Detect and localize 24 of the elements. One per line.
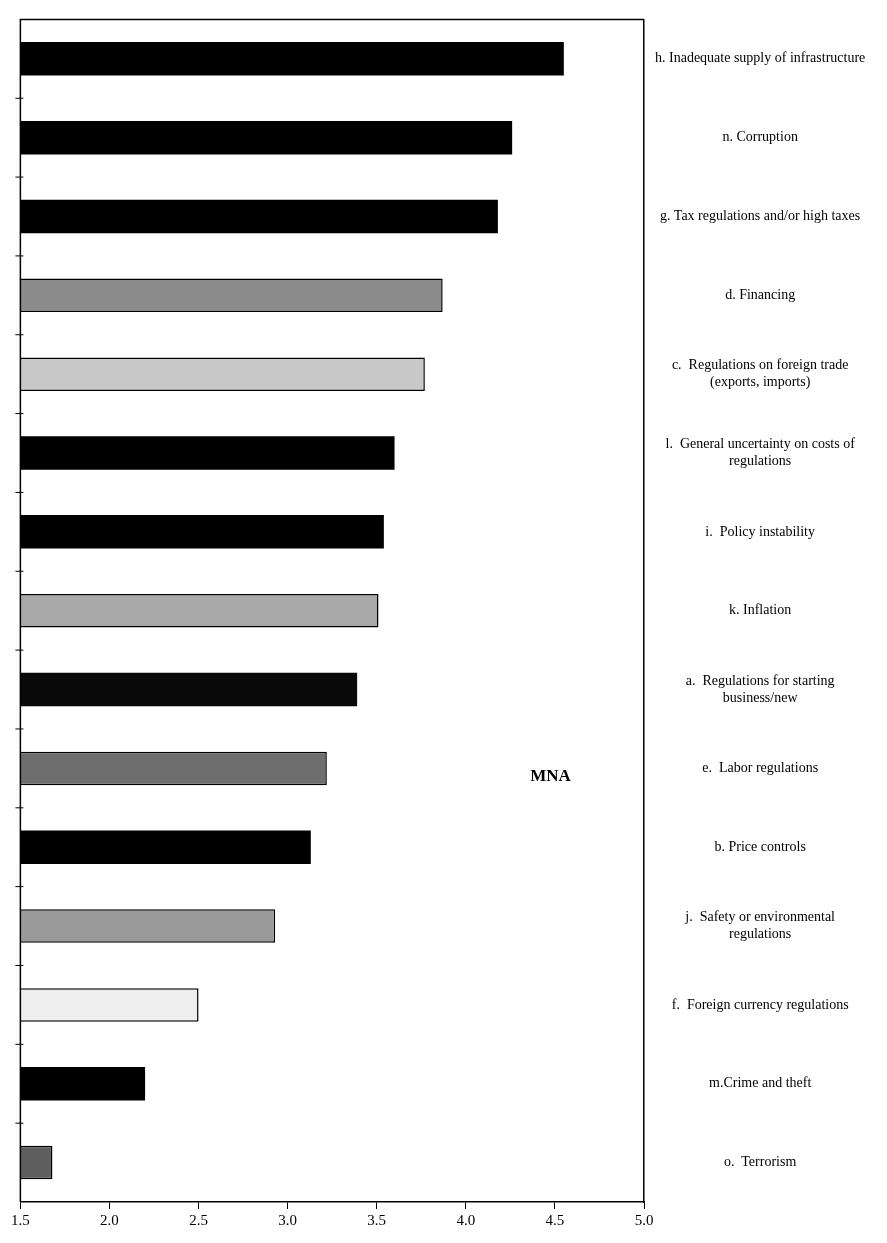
y-tick-label: i. Policy instability bbox=[705, 523, 815, 539]
y-tick-label: l. General uncertainty on costs of regulations bbox=[665, 436, 856, 469]
y-tick-label: o. Terrorism bbox=[724, 1154, 797, 1170]
y-tick-label: e. Labor regulations bbox=[702, 760, 819, 776]
x-tick-label: 4.5 bbox=[545, 1211, 565, 1228]
x-tick-label: 2.5 bbox=[189, 1211, 208, 1228]
x-tick-label: 5.0 bbox=[634, 1211, 654, 1228]
y-tick-label: j. Safety or environmental regulations bbox=[684, 909, 836, 942]
y-tick-label: m.Crime and theft bbox=[709, 1075, 812, 1091]
y-tick-label: b. Price controls bbox=[714, 838, 806, 854]
y-tick-label: a. Regulations for starting business/new bbox=[685, 672, 835, 705]
x-tick-label: 3.0 bbox=[278, 1211, 298, 1228]
x-tick-label: 2.0 bbox=[100, 1211, 119, 1228]
y-tick-label: d. Financing bbox=[725, 287, 796, 303]
y-tick-label: k. Inflation bbox=[729, 602, 792, 618]
y-tick-label: h. Inadequate supply of infrastructure bbox=[654, 50, 866, 66]
y-tick-label: n. Corruption bbox=[722, 129, 798, 145]
x-tick-label: 4.0 bbox=[456, 1211, 476, 1228]
x-tick-label: 1.5 bbox=[11, 1211, 30, 1228]
annotation: MNA bbox=[530, 765, 572, 785]
y-tick-label: g. Tax regulations and/or high taxes bbox=[660, 208, 861, 224]
y-tick-label: c. Regulations on foreign trade (exports, imports) bbox=[671, 357, 849, 391]
x-tick-label: 3.5 bbox=[367, 1211, 387, 1228]
y-tick-label: f. Foreign currency regulations bbox=[671, 996, 849, 1012]
